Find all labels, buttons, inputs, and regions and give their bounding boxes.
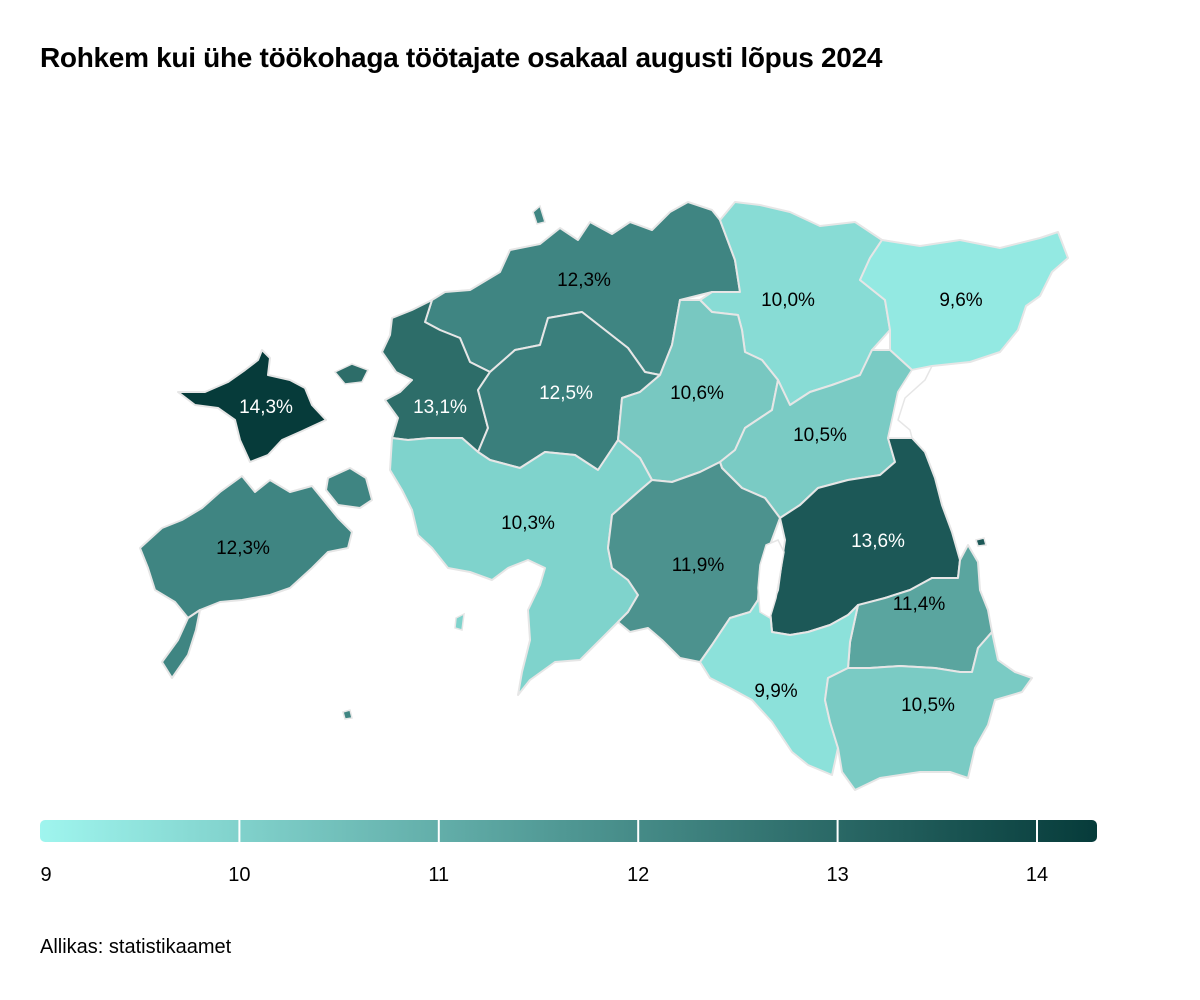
region-vorumaa[interactable]	[824, 631, 1033, 791]
region-label-viljandimaa: 11,9%	[672, 555, 725, 576]
legend-tick-label-12: 12	[627, 864, 650, 886]
region-saaremaa[interactable]	[139, 475, 353, 619]
region-ida-virumaa[interactable]	[859, 231, 1069, 371]
region-label-tartumaa: 13,6%	[851, 531, 905, 552]
island-vormsi	[333, 363, 370, 385]
region-label-raplamaa: 12,5%	[539, 383, 593, 404]
region-label-saaremaa: 12,3%	[216, 538, 270, 559]
island-prangli	[532, 204, 546, 225]
island-ruhnu	[342, 709, 353, 720]
lake-vortsjarv	[757, 539, 785, 620]
region-label-laanemaa: 13,1%	[413, 397, 467, 418]
region-label-valgamaa: 9,9%	[754, 681, 797, 702]
legend-tick-label-14: 14	[1025, 864, 1049, 886]
legend-tick-label-9: 9	[40, 864, 52, 886]
legend-tick-label-13: 13	[826, 864, 849, 886]
region-parnumaa[interactable]	[389, 437, 653, 696]
source-note: Allikas: statistikaamet	[40, 936, 232, 958]
region-label-jogevamaa: 10,5%	[793, 425, 847, 446]
lake-peipus-edge	[887, 364, 934, 439]
region-label-vorumaa: 10,5%	[901, 695, 955, 716]
region-label-laane-virumaa: 10,0%	[761, 290, 815, 311]
region-label-jarvamaa: 10,6%	[670, 383, 724, 404]
region-label-harjumaa: 12,3%	[557, 270, 611, 291]
legend-tick-label-10: 10	[228, 864, 251, 886]
region-hiiumaa[interactable]	[177, 349, 327, 463]
region-saaremaa-muhu[interactable]	[325, 467, 373, 509]
region-saaremaa-sorve[interactable]	[161, 609, 201, 679]
chart-title: Rohkem kui ühe töökohaga töötajate osaka…	[40, 42, 883, 73]
region-label-parnumaa: 10,3%	[501, 513, 555, 534]
region-label-hiiumaa: 14,3%	[239, 397, 293, 418]
island-piirissaar	[975, 537, 987, 547]
region-label-ida-virumaa: 9,6%	[939, 290, 982, 311]
island-kihnu	[454, 612, 465, 631]
legend-tick-label-11: 11	[428, 864, 450, 886]
region-label-polvamaa: 11,4%	[893, 594, 946, 615]
legend-color-bar	[40, 820, 1097, 842]
